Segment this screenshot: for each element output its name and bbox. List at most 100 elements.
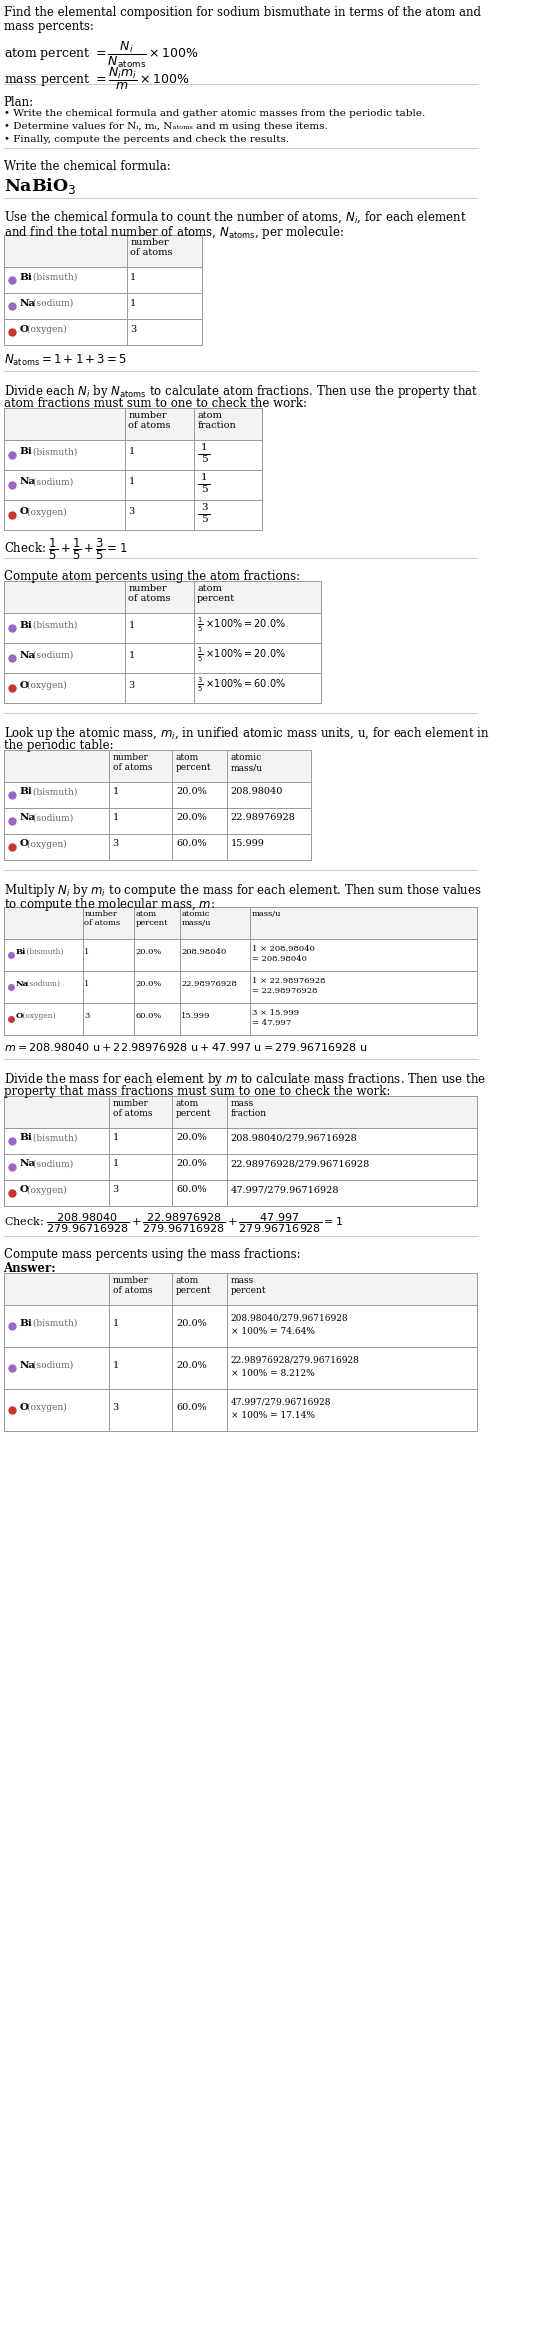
Text: Divide the mass for each element by $m$ to calculate mass fractions. Then use th: Divide the mass for each element by $m$ … bbox=[3, 1072, 485, 1089]
Text: Check: $\dfrac{1}{5} + \dfrac{1}{5} + \dfrac{3}{5} = 1$: Check: $\dfrac{1}{5} + \dfrac{1}{5} + \d… bbox=[3, 535, 127, 561]
Text: Bi: Bi bbox=[19, 619, 32, 629]
Text: atom
percent: atom percent bbox=[176, 1276, 212, 1295]
Text: number
of atoms: number of atoms bbox=[128, 411, 171, 429]
Text: 15.999: 15.999 bbox=[181, 1011, 211, 1021]
Bar bbox=[3, 751, 311, 781]
Text: 3: 3 bbox=[130, 324, 136, 333]
Text: × 100% = 74.64%: × 100% = 74.64% bbox=[230, 1325, 314, 1335]
Text: Bi: Bi bbox=[19, 1133, 32, 1143]
Text: = 47.997: = 47.997 bbox=[252, 1018, 291, 1028]
Text: 3: 3 bbox=[128, 507, 135, 516]
Text: 5: 5 bbox=[201, 516, 207, 526]
Bar bbox=[3, 469, 262, 500]
Bar bbox=[3, 1304, 477, 1347]
Bar bbox=[3, 1274, 477, 1304]
Text: 3: 3 bbox=[201, 504, 207, 511]
Text: 22.98976928/279.96716928: 22.98976928/279.96716928 bbox=[230, 1159, 370, 1168]
Text: (oxygen): (oxygen) bbox=[25, 1403, 67, 1412]
Text: (sodium): (sodium) bbox=[29, 814, 73, 823]
Text: 208.98040/279.96716928: 208.98040/279.96716928 bbox=[230, 1133, 357, 1143]
Text: (sodium): (sodium) bbox=[29, 479, 73, 486]
Text: (sodium): (sodium) bbox=[29, 650, 73, 659]
Text: = 22.98976928: = 22.98976928 bbox=[252, 988, 317, 995]
Bar bbox=[3, 833, 311, 861]
Text: 3: 3 bbox=[85, 1011, 90, 1021]
Text: atom percent $= \dfrac{N_i}{N_{\mathrm{atoms}}} \times 100\%$: atom percent $= \dfrac{N_i}{N_{\mathrm{a… bbox=[3, 40, 198, 70]
Text: mass
fraction: mass fraction bbox=[230, 1098, 266, 1119]
Text: 3: 3 bbox=[112, 840, 119, 849]
Text: NaBiO$_3$: NaBiO$_3$ bbox=[3, 176, 76, 197]
Text: Divide each $N_i$ by $N_{\mathrm{atoms}}$ to calculate atom fractions. Then use : Divide each $N_i$ by $N_{\mathrm{atoms}}… bbox=[3, 382, 478, 401]
Text: number
of atoms: number of atoms bbox=[130, 237, 173, 258]
Text: (sodium): (sodium) bbox=[24, 981, 60, 988]
Text: atom
fraction: atom fraction bbox=[197, 411, 236, 429]
Text: 1: 1 bbox=[130, 272, 136, 282]
Text: atomic
mass/u: atomic mass/u bbox=[181, 910, 211, 927]
Bar bbox=[3, 612, 321, 643]
Text: O: O bbox=[19, 840, 28, 849]
Text: atom fractions must sum to one to check the work:: atom fractions must sum to one to check … bbox=[3, 396, 306, 411]
Text: (oxygen): (oxygen) bbox=[20, 1011, 56, 1021]
Text: 22.98976928: 22.98976928 bbox=[181, 981, 237, 988]
Text: (sodium): (sodium) bbox=[29, 298, 73, 307]
Text: $m = 208.98040\ \mathrm{u} + 22.98976928\ \mathrm{u} + 47.997\ \mathrm{u} = 279.: $m = 208.98040\ \mathrm{u} + 22.98976928… bbox=[3, 1042, 367, 1053]
Text: Find the elemental composition for sodium bismuthate in terms of the atom and: Find the elemental composition for sodiu… bbox=[3, 7, 480, 19]
Text: 22.98976928: 22.98976928 bbox=[230, 814, 295, 823]
Text: 15.999: 15.999 bbox=[230, 840, 264, 849]
Text: Compute atom percents using the atom fractions:: Compute atom percents using the atom fra… bbox=[3, 570, 300, 584]
Text: 20.0%: 20.0% bbox=[135, 948, 162, 957]
Text: 3: 3 bbox=[112, 1185, 119, 1194]
Text: Na: Na bbox=[16, 981, 29, 988]
Text: mass percents:: mass percents: bbox=[3, 21, 93, 33]
Bar bbox=[3, 673, 321, 704]
Bar bbox=[3, 938, 477, 971]
Text: Na: Na bbox=[19, 1159, 35, 1168]
Text: (sodium): (sodium) bbox=[29, 1361, 73, 1370]
Text: Check: $\dfrac{208.98040}{279.96716928} + \dfrac{22.98976928}{279.96716928} + \d: Check: $\dfrac{208.98040}{279.96716928} … bbox=[3, 1213, 342, 1236]
Text: and find the total number of atoms, $N_{\mathrm{atoms}}$, per molecule:: and find the total number of atoms, $N_{… bbox=[3, 223, 343, 242]
Text: × 100% = 17.14%: × 100% = 17.14% bbox=[230, 1410, 314, 1419]
Bar bbox=[3, 500, 262, 530]
Text: (bismuth): (bismuth) bbox=[29, 1133, 77, 1143]
Text: 1: 1 bbox=[112, 788, 119, 798]
Text: 47.997/279.96716928: 47.997/279.96716928 bbox=[230, 1398, 331, 1408]
Text: O: O bbox=[19, 1185, 28, 1194]
Text: number
of atoms: number of atoms bbox=[112, 1098, 152, 1119]
Text: 60.0%: 60.0% bbox=[176, 1403, 206, 1412]
Text: number
of atoms: number of atoms bbox=[112, 753, 152, 772]
Text: to compute the molecular mass, $m$:: to compute the molecular mass, $m$: bbox=[3, 896, 215, 913]
Text: 22.98976928/279.96716928: 22.98976928/279.96716928 bbox=[230, 1356, 359, 1365]
Text: 1: 1 bbox=[85, 948, 90, 957]
Text: Na: Na bbox=[19, 650, 35, 659]
Bar bbox=[3, 267, 201, 293]
Text: (bismuth): (bismuth) bbox=[29, 619, 77, 629]
Text: O: O bbox=[19, 507, 28, 516]
Text: $N_{\mathrm{atoms}} = 1 + 1 + 3 = 5$: $N_{\mathrm{atoms}} = 1 + 1 + 3 = 5$ bbox=[3, 352, 127, 368]
Text: • Write the chemical formula and gather atomic masses from the periodic table.: • Write the chemical formula and gather … bbox=[3, 108, 425, 117]
Text: Bi: Bi bbox=[19, 1318, 32, 1328]
Text: 1: 1 bbox=[112, 814, 119, 823]
Text: 5: 5 bbox=[201, 455, 207, 465]
Text: 20.0%: 20.0% bbox=[176, 1159, 207, 1168]
Text: atom
percent: atom percent bbox=[135, 910, 168, 927]
Text: Bi: Bi bbox=[19, 272, 32, 282]
Text: (oxygen): (oxygen) bbox=[25, 840, 67, 849]
Text: mass
percent: mass percent bbox=[230, 1276, 266, 1295]
Text: O: O bbox=[16, 1011, 23, 1021]
Text: mass percent $= \dfrac{N_i m_i}{m} \times 100\%$: mass percent $= \dfrac{N_i m_i}{m} \time… bbox=[3, 66, 189, 91]
Bar bbox=[3, 807, 311, 833]
Bar bbox=[3, 971, 477, 1004]
Text: (oxygen): (oxygen) bbox=[25, 1185, 67, 1194]
Bar bbox=[3, 643, 321, 673]
Text: 3: 3 bbox=[128, 680, 135, 690]
Text: (bismuth): (bismuth) bbox=[29, 272, 77, 282]
Text: (oxygen): (oxygen) bbox=[25, 680, 67, 690]
Text: 20.0%: 20.0% bbox=[176, 1133, 207, 1143]
Text: 47.997/279.96716928: 47.997/279.96716928 bbox=[230, 1185, 339, 1194]
Text: Na: Na bbox=[19, 298, 35, 307]
Bar bbox=[3, 319, 201, 345]
Bar bbox=[3, 582, 321, 612]
Text: 1: 1 bbox=[112, 1133, 119, 1143]
Text: Bi: Bi bbox=[19, 788, 32, 798]
Text: (bismuth): (bismuth) bbox=[29, 448, 77, 457]
